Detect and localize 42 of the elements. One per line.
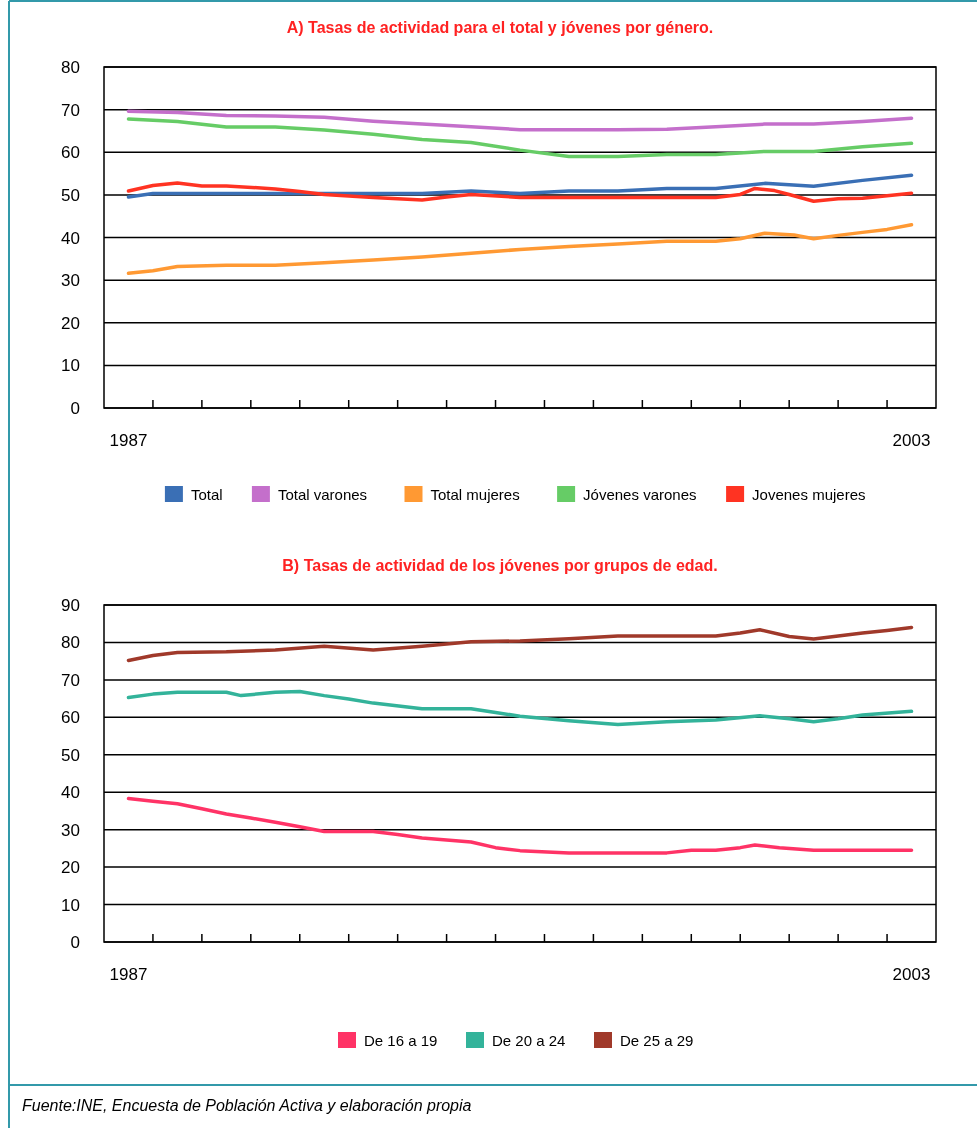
y-tick-label: 50 <box>61 745 80 765</box>
y-tick-label: 70 <box>61 670 80 690</box>
line-series <box>126 625 914 663</box>
chart-title: A) Tasas de actividad para el total y jóvenes por género. <box>286 19 714 36</box>
y-tick-label: 80 <box>61 58 80 77</box>
line-series <box>126 109 914 132</box>
line-series <box>126 181 914 204</box>
legend-label: De 20 a 24 <box>492 1032 566 1049</box>
y-tick-label: 30 <box>61 820 80 840</box>
chart-title: B) Tasas de actividad de los jóvenes por grupos de edad. <box>282 557 718 574</box>
legend-label: De 16 a 19 <box>364 1032 438 1049</box>
line-series <box>126 796 914 855</box>
line-series <box>126 222 914 276</box>
x-tick-label: 2003 <box>892 965 931 984</box>
y-tick-label: 40 <box>61 783 80 803</box>
line-series <box>126 117 914 159</box>
y-tick-label: 20 <box>61 858 80 878</box>
y-tick-label: 10 <box>61 895 80 915</box>
y-tick-label: 10 <box>61 356 80 376</box>
y-tick-label: 20 <box>61 313 80 333</box>
x-tick-label: 2003 <box>892 431 931 450</box>
x-tick-label: 1987 <box>109 965 148 984</box>
legend-label: De 25 a 29 <box>620 1032 694 1049</box>
legend-label: Total varones <box>277 486 368 503</box>
legend-label: Total <box>190 486 223 503</box>
y-tick-label: 70 <box>61 100 80 120</box>
line-series <box>126 173 914 199</box>
y-tick-label: 60 <box>61 143 80 163</box>
y-tick-label: 0 <box>70 933 80 952</box>
y-tick-label: 80 <box>61 633 80 653</box>
y-tick-label: 50 <box>61 185 80 205</box>
legend-label: Total mujeres <box>430 486 520 503</box>
y-tick-label: 30 <box>61 271 80 291</box>
y-tick-label: 40 <box>61 228 80 248</box>
y-tick-label: 60 <box>61 708 80 728</box>
x-tick-label: 1987 <box>109 431 148 450</box>
line-series <box>126 689 914 727</box>
legend-label: Jovenes mujeres <box>752 486 866 503</box>
source-note: Fuente:INE, Encuesta de Población Activa y elaboración propia <box>22 1097 472 1114</box>
legend-label: Jóvenes varones <box>583 486 697 503</box>
y-tick-label: 90 <box>61 596 80 615</box>
y-tick-label: 0 <box>70 399 80 418</box>
